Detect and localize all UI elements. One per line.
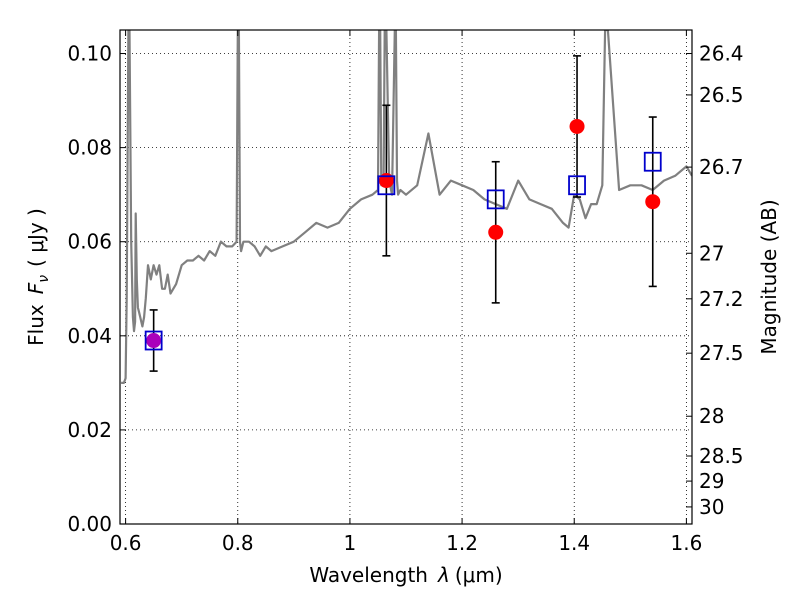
model-point [643,151,662,172]
model-point [377,175,396,196]
axis-ticks: 0.6 0.8 1 1.2 1.4 1.6 0.00 0.02 0.04 0.06 0.08 0.10… [67,30,744,555]
y-tick-label: 0.00 [67,512,112,536]
x-tick-label: 0.8 [222,531,254,555]
spectrum-line [121,30,692,384]
y2-axis-title: Magnitude (AB) [757,199,781,354]
y2-tick-label: 27.2 [699,287,744,311]
observed-point [146,333,162,349]
x-tick-label: 1.2 [446,531,478,555]
y2-tick-label: 28.5 [699,444,744,468]
y2-tick-label: 27 [699,241,724,265]
x-tick-label: 0.6 [110,531,142,555]
y-tick-label: 0.10 [67,42,112,66]
model-point [144,330,163,351]
observed-point [569,118,585,134]
y-tick-label: 0.04 [67,324,112,348]
y-axis-title: FluxFν( μJy ) [24,208,52,346]
y2-tick-label: 27.5 [699,341,744,365]
y2-tick-label: 26.5 [699,83,744,107]
y2-tick-label: 26.4 [699,42,744,66]
observed-point [488,224,504,240]
x-tick-label: 1.6 [670,531,702,555]
model-point [568,175,586,196]
grid-lines [120,30,692,524]
model-point [486,189,505,210]
data-layer [121,30,692,384]
y2-tick-label: 29 [699,469,724,493]
y2-tick-label: 28 [699,404,724,428]
y-tick-label: 0.02 [67,418,112,442]
y-tick-label: 0.08 [67,136,112,160]
x-tick-label: 1.4 [558,531,590,555]
y2-tick-label: 26.7 [699,155,744,179]
marker-layer [144,55,662,372]
plot-frame [119,29,693,525]
observed-point [645,194,661,210]
x-axis-title: Wavelength λ (μm) [309,563,502,587]
x-tick-label: 1 [344,531,357,555]
y-tick-label: 0.06 [67,230,112,254]
y2-tick-label: 30 [699,495,724,519]
observed-point [378,173,394,189]
